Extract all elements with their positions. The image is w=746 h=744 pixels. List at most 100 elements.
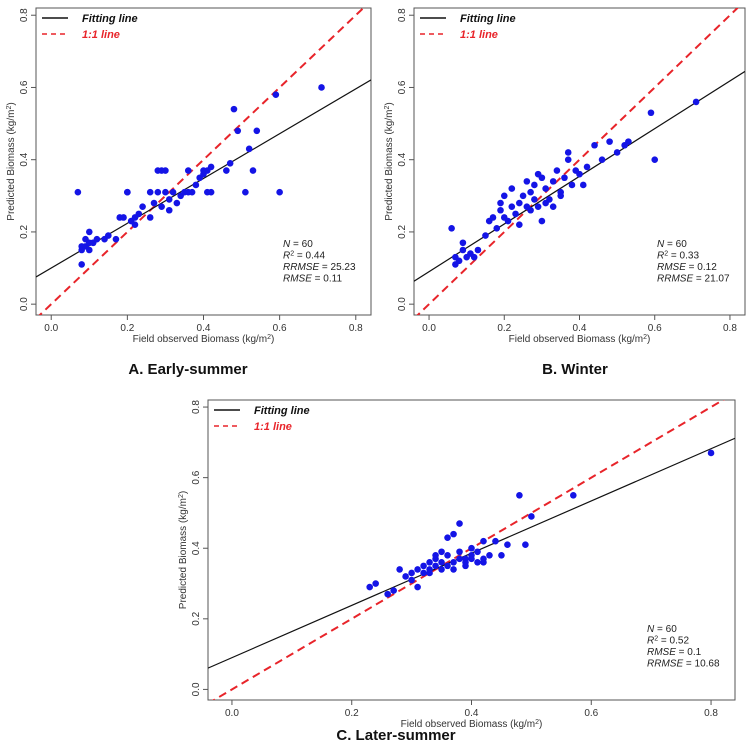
x-tick-label: 0.6: [584, 708, 598, 719]
x-tick-label: 0.0: [225, 708, 239, 719]
data-point: [516, 221, 523, 229]
data-point: [105, 232, 112, 239]
x-tick-label: 0.4: [197, 323, 211, 334]
data-point: [570, 491, 577, 499]
data-point: [456, 520, 463, 527]
x-tick-label: 0.0: [44, 323, 58, 334]
y-axis-label: Predicted Biomass (kg/m2): [384, 102, 396, 220]
data-point: [131, 221, 139, 229]
data-point: [450, 530, 457, 538]
data-point: [651, 156, 659, 163]
data-point: [474, 559, 481, 566]
y-tick-label: 0.0: [19, 297, 30, 311]
data-point: [372, 580, 379, 587]
legend: Fitting line 1:1 line: [420, 13, 516, 41]
y-tick-label: 0.0: [397, 297, 408, 311]
data-point: [124, 188, 131, 196]
stat-line: N = 60: [283, 239, 313, 250]
data-point: [207, 188, 215, 196]
data-point: [468, 544, 475, 552]
data-point: [450, 566, 457, 573]
data-point: [538, 217, 546, 225]
data-point: [390, 587, 397, 594]
data-point: [546, 196, 553, 203]
data-point: [549, 178, 557, 185]
data-point: [455, 257, 463, 265]
data-point: [438, 559, 445, 566]
x-tick-label: 0.8: [349, 323, 363, 334]
data-point: [561, 174, 568, 182]
x-tick-label: 0.8: [704, 708, 718, 719]
data-point: [139, 203, 146, 210]
data-point: [165, 196, 173, 203]
data-point: [549, 203, 557, 210]
data-point: [150, 199, 158, 207]
stat-line: RRMSE = 10.68: [647, 659, 720, 670]
data-point: [692, 98, 700, 106]
data-point: [534, 203, 542, 210]
data-point: [245, 145, 253, 153]
data-point: [493, 225, 501, 232]
data-point: [519, 192, 527, 200]
x-tick-label: 0.6: [273, 323, 287, 334]
data-point: [564, 149, 572, 156]
data-point: [707, 449, 715, 457]
x-axis-label: Field observed Biomass (kg/m2): [509, 334, 651, 346]
data-point: [583, 163, 591, 171]
legend-one-label: 1:1 line: [82, 29, 120, 41]
data-point: [78, 261, 85, 268]
data-point: [459, 246, 467, 254]
y-tick-label: 0.8: [19, 8, 30, 22]
data-point: [230, 105, 238, 113]
y-tick-label: 0.2: [191, 611, 202, 625]
stat-line: R2 = 0.44: [283, 250, 325, 262]
data-point: [564, 156, 572, 163]
data-point: [528, 513, 535, 520]
data-point: [557, 192, 564, 200]
y-tick-label: 0.6: [19, 80, 30, 94]
x-tick-label: 0.2: [345, 708, 359, 719]
legend: Fitting line 1:1 line: [214, 405, 310, 433]
data-point: [165, 206, 173, 214]
data-point: [482, 232, 489, 239]
data-point: [402, 573, 409, 580]
data-point: [408, 576, 415, 584]
y-tick-label: 0.4: [19, 152, 30, 166]
data-point: [531, 181, 538, 189]
data-point: [497, 206, 504, 214]
legend: Fitting line 1:1 line: [42, 13, 138, 41]
y-tick-label: 0.0: [191, 682, 202, 696]
data-point: [516, 199, 523, 207]
stat-line: RRMSE = 21.07: [657, 274, 730, 285]
data-point: [420, 569, 427, 577]
data-point: [497, 199, 504, 207]
x-tick-label: 0.2: [497, 323, 511, 334]
stat-line: RRMSE = 25.23: [283, 262, 356, 273]
data-point: [448, 225, 455, 232]
data-point: [169, 188, 177, 196]
data-point: [450, 559, 457, 566]
data-point: [173, 199, 181, 207]
data-point: [527, 206, 534, 214]
data-point: [531, 196, 538, 203]
data-point: [162, 188, 169, 196]
y-tick-label: 0.6: [397, 80, 408, 94]
panel-caption: C. Later-summer: [336, 727, 455, 744]
data-point: [432, 562, 439, 570]
data-point: [408, 569, 415, 577]
data-point: [606, 138, 613, 145]
data-point: [85, 228, 93, 236]
stat-line: R2 = 0.52: [647, 635, 689, 647]
data-point: [474, 246, 482, 254]
x-tick-label: 0.2: [120, 323, 134, 334]
stat-line: RMSE = 0.11: [283, 274, 342, 285]
data-point: [527, 188, 534, 196]
data-point: [522, 541, 529, 549]
stat-line: R2 = 0.33: [657, 250, 699, 262]
data-point: [120, 214, 127, 221]
x-tick-label: 0.0: [422, 323, 436, 334]
data-point: [384, 590, 391, 598]
y-tick-label: 0.2: [397, 225, 408, 239]
y-tick-label: 0.4: [397, 152, 408, 166]
